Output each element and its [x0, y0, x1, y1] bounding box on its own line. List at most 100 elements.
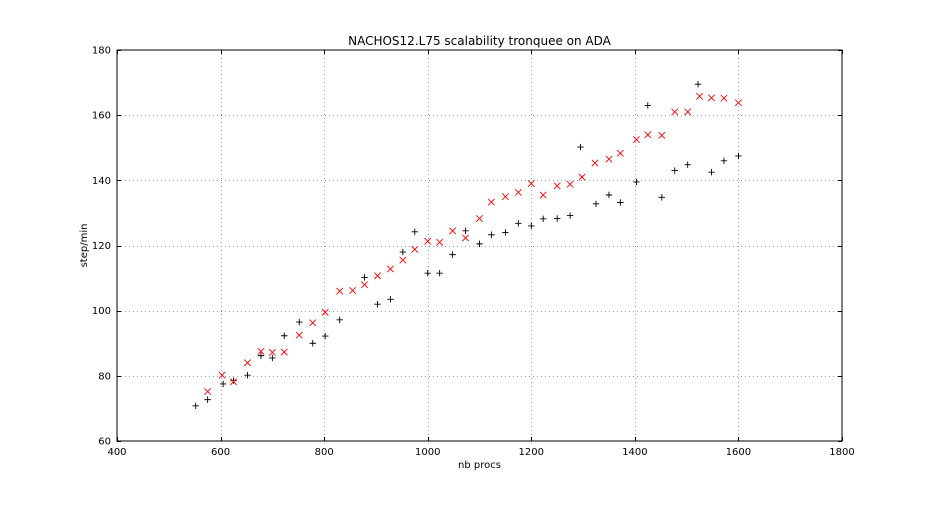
- plus-marker-point: [684, 161, 691, 168]
- y-axis-title: step/min: [79, 224, 90, 268]
- plus-marker-point: [658, 194, 665, 201]
- plus-marker-point: [502, 229, 509, 236]
- x-axis-title: nb procs: [458, 460, 501, 471]
- plus-marker-point: [309, 340, 316, 347]
- plus-marker-point: [399, 248, 407, 256]
- x-marker-point: [321, 308, 329, 316]
- plus-marker-point: [230, 377, 237, 384]
- x-marker-point: [527, 180, 535, 188]
- x-marker-point: [436, 238, 444, 246]
- plus-marker-point: [361, 274, 368, 281]
- plus-marker-point: [411, 228, 418, 236]
- x-tick-label: 1200: [519, 447, 544, 458]
- plus-marker-point: [488, 231, 495, 238]
- data-series: [192, 81, 742, 410]
- y-tick-label: 180: [92, 46, 111, 57]
- x-marker-point: [591, 159, 599, 167]
- x-marker-point: [280, 348, 288, 356]
- plus-marker-point: [192, 402, 199, 410]
- plus-marker-point: [617, 199, 624, 206]
- plus-marker-point: [244, 371, 251, 379]
- plus-marker-point: [296, 318, 303, 326]
- x-marker-point: [361, 281, 369, 289]
- plus-marker-point: [528, 222, 535, 230]
- x-marker-point: [257, 347, 265, 355]
- x-marker-point: [566, 180, 574, 188]
- y-tick-label: 160: [92, 111, 111, 122]
- plus-marker-point: [592, 200, 600, 207]
- x-marker-point: [696, 92, 704, 100]
- plus-marker-point: [735, 152, 742, 160]
- x-marker-point: [268, 348, 276, 356]
- plus-marker-point: [539, 215, 547, 222]
- plus-marker-point: [671, 167, 678, 174]
- x-marker-point: [411, 245, 419, 253]
- plus-marker-point: [374, 300, 381, 308]
- grid: [117, 50, 842, 441]
- plus-marker-point: [321, 332, 329, 340]
- x-tick-label: 400: [107, 447, 126, 458]
- x-marker-point: [449, 227, 457, 235]
- x-tick-label: 1000: [415, 447, 440, 458]
- plus-marker-point: [281, 332, 288, 339]
- x-marker-point: [658, 131, 666, 139]
- x-marker-point: [349, 286, 357, 294]
- x-marker-point: [707, 94, 716, 102]
- y-tick-label: 120: [92, 241, 111, 252]
- x-tick-label: 1800: [829, 447, 854, 458]
- x-marker-point: [229, 378, 238, 386]
- x-marker-point: [501, 193, 509, 201]
- plus-marker-point: [204, 396, 211, 403]
- plus-marker-point: [476, 240, 483, 248]
- x-tick-label: 1400: [622, 447, 647, 458]
- x-marker-point: [424, 237, 432, 245]
- series-1-x-markers: [204, 92, 742, 395]
- x-marker-point: [475, 214, 484, 222]
- plus-marker-point: [720, 157, 728, 164]
- x-marker-point: [309, 319, 317, 327]
- y-tick-label: 140: [92, 176, 111, 187]
- x-marker-point: [671, 108, 679, 116]
- plus-marker-point: [436, 269, 443, 277]
- x-marker-point: [399, 256, 407, 264]
- plus-marker-point: [577, 143, 584, 151]
- x-marker-point: [336, 287, 344, 295]
- y-tick-label: 100: [92, 306, 111, 317]
- y-tick-label: 80: [98, 371, 111, 382]
- x-marker-point: [632, 136, 640, 144]
- x-tick-label: 1600: [726, 447, 751, 458]
- x-marker-point: [605, 155, 613, 163]
- x-marker-point: [578, 173, 586, 181]
- plus-marker-point: [694, 81, 702, 88]
- plus-marker-point: [566, 212, 574, 219]
- x-marker-point: [204, 387, 212, 395]
- x-marker-point: [684, 108, 692, 116]
- plus-marker-point: [387, 296, 394, 303]
- x-marker-point: [539, 191, 547, 199]
- plus-marker-point: [424, 269, 431, 277]
- series-0-plus-markers: [192, 81, 742, 410]
- x-tick-label: 800: [315, 447, 334, 458]
- x-marker-point: [734, 99, 742, 107]
- x-marker-point: [644, 131, 652, 139]
- plus-marker-point: [644, 102, 652, 109]
- plus-marker-point: [219, 380, 227, 388]
- axis-ticks: [117, 50, 843, 442]
- plus-marker-point: [633, 178, 640, 186]
- x-marker-point: [295, 331, 303, 339]
- tick-labels: 400 600 800 1000 1200 1400 1600 1800 60 80 100 120 1…: [92, 46, 855, 459]
- y-tick-label: 60: [98, 437, 111, 448]
- x-marker-point: [553, 182, 561, 190]
- x-marker-point: [386, 265, 394, 273]
- x-marker-point: [243, 359, 252, 367]
- x-tick-label: 600: [211, 447, 230, 458]
- x-marker-point: [616, 149, 624, 157]
- x-marker-point: [514, 188, 522, 196]
- plus-marker-point: [515, 220, 522, 227]
- plus-marker-point: [553, 215, 561, 222]
- plus-marker-point: [462, 227, 469, 235]
- plus-marker-point: [336, 316, 343, 323]
- x-marker-point: [720, 94, 728, 102]
